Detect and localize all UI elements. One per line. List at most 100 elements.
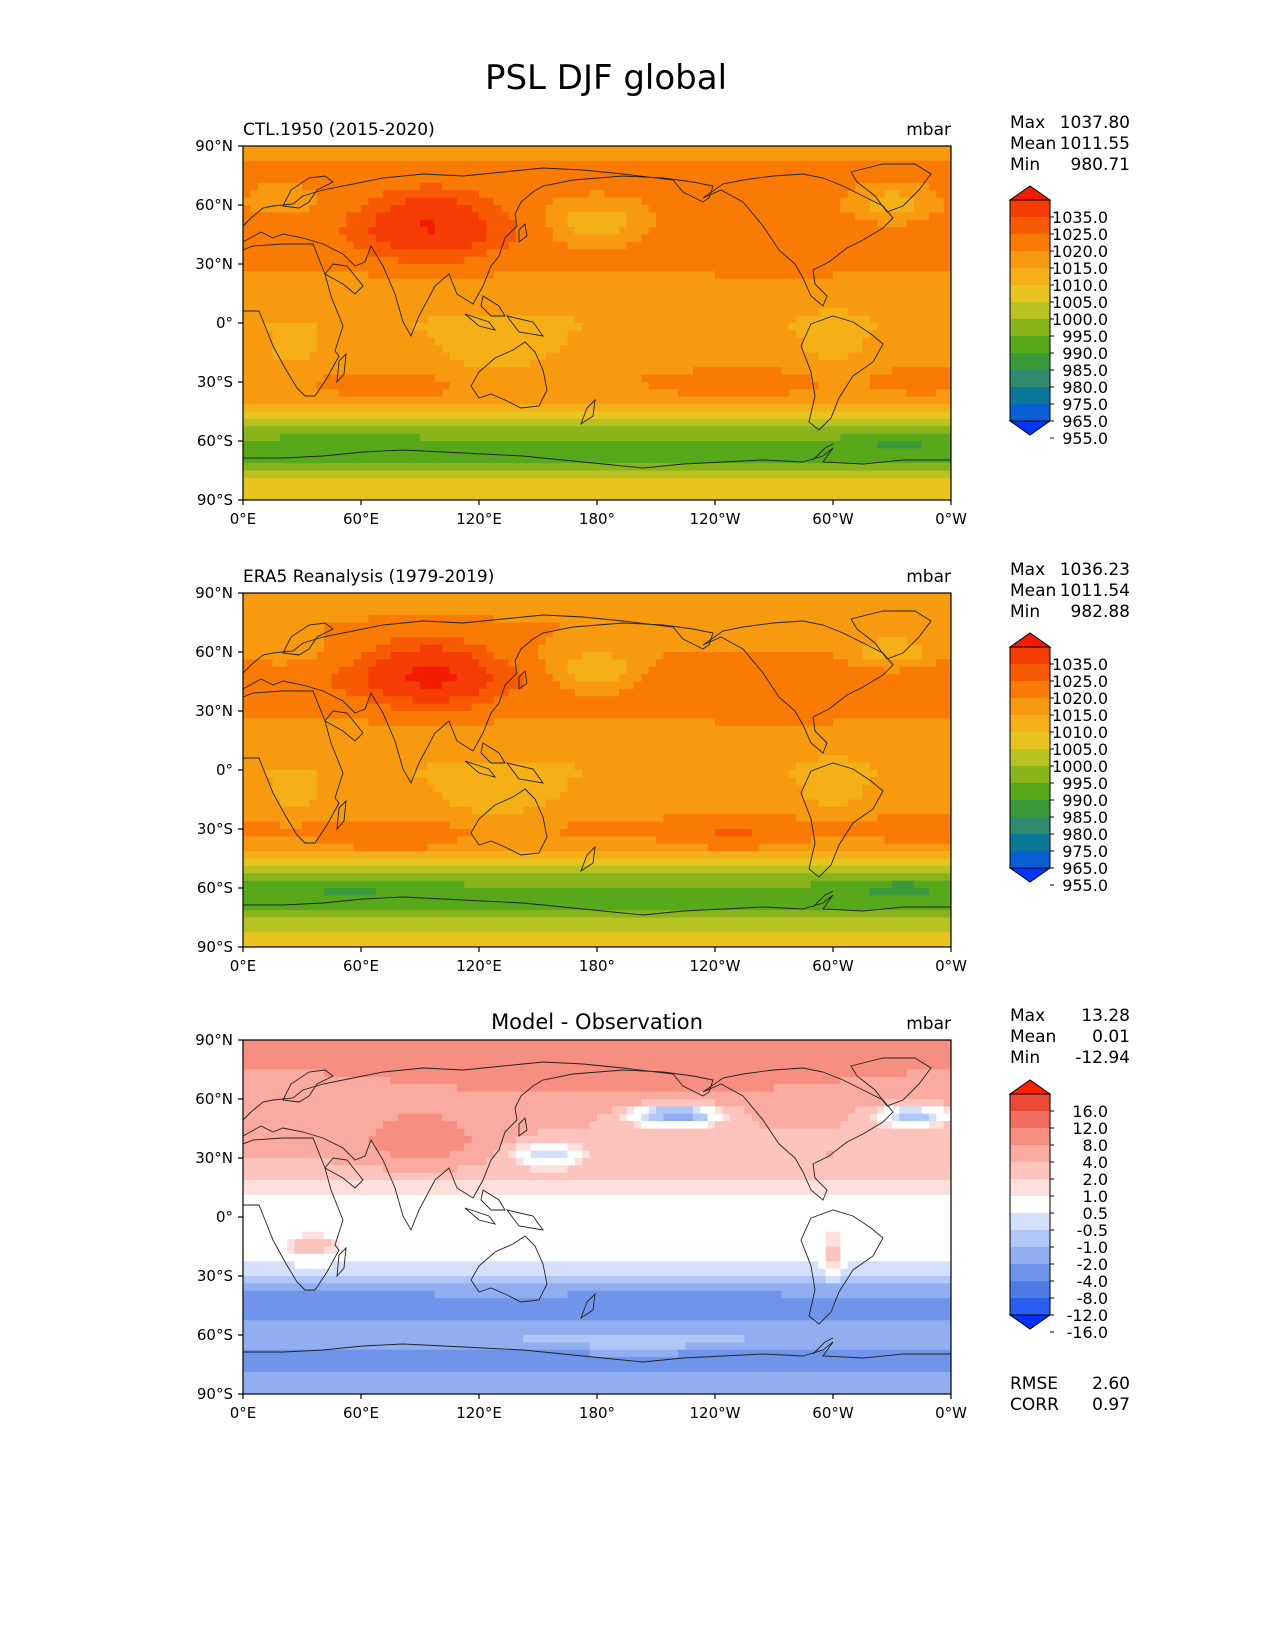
colorbar-tick-label: 1020.0: [1052, 689, 1108, 708]
colorbar-tick-label: 955.0: [1062, 876, 1108, 895]
colorbar-tick-label: -1.0: [1077, 1238, 1108, 1257]
colorbar-tick-label: 985.0: [1062, 808, 1108, 827]
colorbar-extend-max: [1008, 185, 1052, 201]
colorbar-tick-label: -0.5: [1077, 1221, 1108, 1240]
y-tick-label: 60°S: [197, 879, 233, 897]
x-tick-label: 180°: [579, 957, 615, 975]
stats-min-label: Min: [1010, 155, 1040, 175]
colorbar-extend-min: [1008, 1314, 1052, 1330]
x-tick-label: 0°E: [230, 1404, 257, 1422]
panel-obs-colorbar: 1035.01025.01020.01015.01010.01005.01000…: [1008, 632, 1108, 895]
y-tick-label: 90°S: [197, 1385, 233, 1403]
panel-diff-map: [243, 1040, 951, 1394]
colorbar-segment: [1010, 732, 1050, 750]
panel-obs-map: [243, 593, 951, 947]
stats-max-value: 1036.23: [1060, 560, 1130, 580]
panel-diff-stats: Max 13.28 Mean 0.01 Min -12.94: [1010, 1006, 1130, 1068]
y-tick-label: 90°S: [197, 491, 233, 509]
y-tick-label: 0°: [216, 761, 233, 779]
x-tick-label: 0°W: [935, 510, 967, 528]
colorbar-segment: [1010, 851, 1050, 869]
corr-label: CORR: [1010, 1395, 1059, 1415]
colorbar-segment: [1010, 698, 1050, 716]
x-tick-label: 60°W: [812, 957, 854, 975]
panel-diff-extra-stats: RMSE 2.60 CORR 0.97: [1010, 1374, 1130, 1415]
colorbar-segment: [1010, 1281, 1050, 1299]
stats-min-value: -12.94: [1075, 1048, 1130, 1068]
colorbar-segment: [1010, 783, 1050, 801]
colorbar-tick-label: 1025.0: [1052, 225, 1108, 244]
x-tick-label: 120°E: [456, 510, 502, 528]
colorbar-segment: [1010, 200, 1050, 218]
colorbar-tick-label: 4.0: [1083, 1153, 1108, 1172]
stats-max-label: Max: [1010, 113, 1045, 133]
x-tick-label: 60°E: [343, 510, 379, 528]
colorbar-tick-label: 2.0: [1083, 1170, 1108, 1189]
y-tick-label: 90°S: [197, 938, 233, 956]
y-tick-label: 60°N: [195, 643, 233, 661]
colorbar-segment: [1010, 1179, 1050, 1197]
colorbar-tick-label: 1015.0: [1052, 259, 1108, 278]
colorbar-tick-label: 1010.0: [1052, 723, 1108, 742]
colorbar-segment: [1010, 319, 1050, 337]
colorbar-segment: [1010, 370, 1050, 388]
colorbar-tick-label: 965.0: [1062, 412, 1108, 431]
x-tick-label: 60°E: [343, 1404, 379, 1422]
x-tick-label: 120°E: [456, 957, 502, 975]
x-tick-label: 120°W: [690, 510, 741, 528]
colorbar-tick-label: 955.0: [1062, 429, 1108, 448]
panel-model-units: mbar: [906, 120, 951, 140]
colorbar-tick-label: 1.0: [1083, 1187, 1108, 1206]
stats-mean-label: Mean: [1010, 1027, 1056, 1047]
x-tick-label: 0°E: [230, 957, 257, 975]
colorbar-segment: [1010, 302, 1050, 320]
panel-diff: Model - Observation mbar 0°E 60°E 120°E 180…: [195, 1010, 967, 1422]
panel-model-title: CTL.1950 (2015-2020): [243, 120, 435, 140]
colorbar-segment: [1010, 1230, 1050, 1248]
colorbar-tick-label: 995.0: [1062, 774, 1108, 793]
colorbar-segment: [1010, 749, 1050, 767]
colorbar-segment: [1010, 1247, 1050, 1265]
colorbar-segment: [1010, 387, 1050, 405]
colorbar-tick-label: 985.0: [1062, 361, 1108, 380]
y-tick-label: 0°: [216, 1208, 233, 1226]
x-tick-label: 60°E: [343, 957, 379, 975]
panel-model-stats: Max 1037.80 Mean 1011.55 Min 980.71: [1010, 113, 1130, 175]
x-tick-label: 0°E: [230, 510, 257, 528]
colorbar-tick-label: 1000.0: [1052, 757, 1108, 776]
colorbar-segment: [1010, 404, 1050, 422]
stats-mean-value: 1011.54: [1060, 581, 1130, 601]
colorbar-extend-min: [1008, 420, 1052, 436]
colorbar-segment: [1010, 1162, 1050, 1180]
colorbar-frame: [1009, 1093, 1051, 1316]
figure-title: PSL DJF global: [485, 58, 727, 98]
colorbar-segment: [1010, 285, 1050, 303]
colorbar-tick-label: -2.0: [1077, 1255, 1108, 1274]
colorbar-segment: [1010, 1094, 1050, 1112]
colorbar-segment: [1010, 1196, 1050, 1214]
colorbar-segment: [1010, 1298, 1050, 1316]
colorbar-segment: [1010, 217, 1050, 235]
stats-mean-label: Mean: [1010, 134, 1056, 154]
colorbar-tick-label: -12.0: [1067, 1306, 1108, 1325]
colorbar-segment: [1010, 817, 1050, 835]
colorbar-extend-max: [1008, 632, 1052, 648]
colorbar-segment: [1010, 664, 1050, 682]
y-tick-label: 30°S: [197, 373, 233, 391]
colorbar-segment: [1010, 336, 1050, 354]
colorbar-tick-label: 980.0: [1062, 825, 1108, 844]
stats-min-value: 980.71: [1071, 155, 1130, 175]
x-tick-label: 60°W: [812, 510, 854, 528]
stats-min-label: Min: [1010, 602, 1040, 622]
x-tick-label: 120°E: [456, 1404, 502, 1422]
colorbar-tick-label: -8.0: [1077, 1289, 1108, 1308]
colorbar-tick-label: 8.0: [1083, 1136, 1108, 1155]
panel-model-colorbar: 1035.01025.01020.01015.01010.01005.01000…: [1008, 185, 1108, 448]
x-tick-label: 180°: [579, 1404, 615, 1422]
colorbar-tick-label: 1020.0: [1052, 242, 1108, 261]
y-tick-label: 30°N: [195, 255, 233, 273]
colorbar-tick-label: 975.0: [1062, 395, 1108, 414]
panel-obs-stats: Max 1036.23 Mean 1011.54 Min 982.88: [1010, 560, 1130, 622]
colorbar-segment: [1010, 681, 1050, 699]
